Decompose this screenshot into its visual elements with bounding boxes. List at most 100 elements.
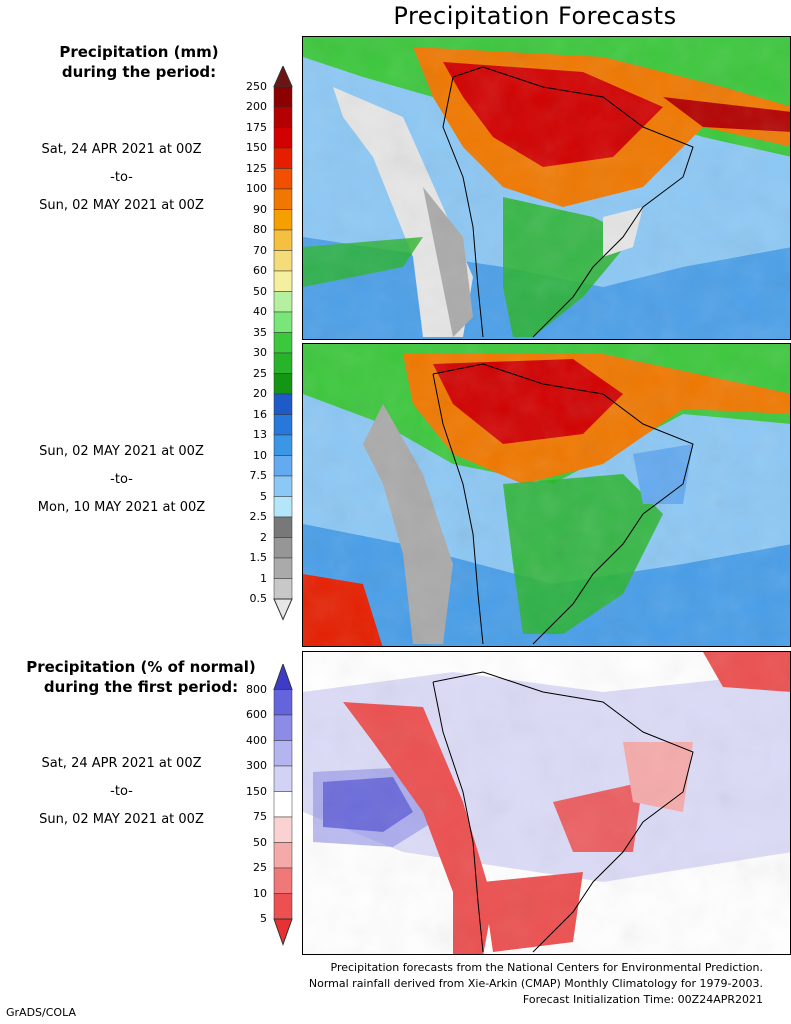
mm-swatch xyxy=(273,291,293,313)
pct-tick-label: 50 xyxy=(253,835,267,849)
panel3-period: Sat, 24 APR 2021 at 00Z -to- Sun, 02 MAY… xyxy=(4,750,239,834)
mm-tick-label: 50 xyxy=(253,284,267,298)
panel2-end: Mon, 10 MAY 2021 at 00Z xyxy=(37,500,206,515)
panel1-heading-line1: Precipitation (mm) xyxy=(59,43,219,61)
precip-map-1 xyxy=(303,37,790,339)
mm-tick-label: 150 xyxy=(246,141,267,154)
pct-swatch xyxy=(273,893,293,920)
mm-tick-label: 175 xyxy=(246,120,267,134)
page-title: Precipitation Forecasts xyxy=(393,2,677,30)
pct-tick-label: 400 xyxy=(246,733,267,747)
mm-swatch xyxy=(273,578,293,600)
pct-tick-label: 5 xyxy=(260,912,267,925)
mm-tick-label: 10 xyxy=(253,448,267,462)
pct-swatch xyxy=(273,714,293,741)
mm-cap-bottom xyxy=(273,598,293,621)
pct-tick-label: 75 xyxy=(253,810,267,823)
mm-swatch xyxy=(273,127,293,149)
mm-swatch xyxy=(273,188,293,210)
mm-swatch xyxy=(273,311,293,333)
mm-swatch xyxy=(273,168,293,190)
pct-swatch xyxy=(273,816,293,843)
panel3-sep: -to- xyxy=(110,784,133,799)
panel2-sep: -to- xyxy=(110,472,133,487)
mm-swatch xyxy=(273,229,293,251)
panel3-end: Sun, 02 MAY 2021 at 00Z xyxy=(39,812,204,827)
mm-swatch xyxy=(273,373,293,395)
mm-swatch xyxy=(273,270,293,292)
panel1-heading-line2: during the period: xyxy=(61,63,217,81)
mm-colorbar xyxy=(273,66,293,621)
mm-swatch xyxy=(273,332,293,354)
mm-tick-label: 70 xyxy=(253,243,267,257)
panel2-start: Sun, 02 MAY 2021 at 00Z xyxy=(39,444,204,459)
pct-tick-label: 600 xyxy=(246,708,267,721)
pct-tick-label: 300 xyxy=(246,759,267,772)
panel3-heading-line2: during the first period: xyxy=(43,678,239,696)
footer-line1: Precipitation forecasts from the Nationa… xyxy=(330,961,764,974)
mm-tick-label: 80 xyxy=(253,223,267,236)
mm-swatch xyxy=(273,393,293,415)
pct-swatch xyxy=(273,765,293,792)
pct-normal-map xyxy=(303,652,790,954)
mm-tick-label: 25 xyxy=(253,366,267,380)
mm-tick-label: 60 xyxy=(253,264,267,277)
mm-swatch xyxy=(273,209,293,231)
precip-map-2 xyxy=(303,344,790,646)
panel3-heading: Precipitation (% of normal) during the f… xyxy=(0,657,282,697)
map-panel-1 xyxy=(302,36,791,340)
pct-swatch xyxy=(273,842,293,869)
mm-swatch xyxy=(273,250,293,272)
mm-tick-label: 16 xyxy=(253,407,267,421)
mm-swatch xyxy=(273,434,293,456)
panel1-heading: Precipitation (mm) during the period: xyxy=(0,42,278,82)
mm-tick-label: 250 xyxy=(246,79,267,93)
footer-notes: Precipitation forecasts from the Nationa… xyxy=(309,960,763,1008)
pct-tick-label: 800 xyxy=(246,682,267,696)
mm-swatch xyxy=(273,455,293,477)
pct-tick-label: 150 xyxy=(246,784,267,798)
pct-swatch xyxy=(273,740,293,767)
mm-tick-label: 1.5 xyxy=(249,551,268,564)
mm-swatch xyxy=(273,86,293,108)
mm-tick-label: 0.5 xyxy=(249,592,268,605)
panel1-start: Sat, 24 APR 2021 at 00Z xyxy=(41,142,202,157)
grads-credit: GrADS/COLA xyxy=(6,1006,76,1019)
pct-tick-label: 25 xyxy=(253,861,267,874)
mm-tick-label: 100 xyxy=(246,182,267,195)
mm-tick-label: 2.5 xyxy=(249,510,268,523)
panel1-end: Sun, 02 MAY 2021 at 00Z xyxy=(39,198,204,213)
mm-tick-label: 5 xyxy=(260,489,267,503)
panel3-start: Sat, 24 APR 2021 at 00Z xyxy=(41,756,202,771)
mm-swatch xyxy=(273,147,293,169)
mm-tick-label: 35 xyxy=(253,325,267,339)
mm-tick-label: 40 xyxy=(253,305,267,318)
map-panel-2 xyxy=(302,343,791,647)
mm-tick-label: 90 xyxy=(253,202,267,216)
footer-line2: Normal rainfall derived from Xie-Arkin (… xyxy=(308,977,763,990)
mm-tick-label: 125 xyxy=(246,161,267,175)
pct-tick-label: 10 xyxy=(253,886,267,900)
mm-swatch xyxy=(273,414,293,436)
mm-swatch xyxy=(273,352,293,374)
mm-swatch xyxy=(273,537,293,559)
mm-swatch xyxy=(273,475,293,497)
panel3-heading-line1: Precipitation (% of normal) xyxy=(26,658,256,676)
mm-cap-top xyxy=(273,66,293,87)
mm-tick-label: 20 xyxy=(253,387,267,400)
mm-tick-label: 13 xyxy=(253,428,267,441)
mm-swatch xyxy=(273,557,293,579)
footer-line3: Forecast Initialization Time: 00Z24APR20… xyxy=(522,993,763,1006)
mm-swatch xyxy=(273,516,293,538)
panel1-period: Sat, 24 APR 2021 at 00Z -to- Sun, 02 MAY… xyxy=(4,136,239,220)
mm-tick-label: 1 xyxy=(260,571,267,585)
mm-tick-label: 7.5 xyxy=(249,469,268,482)
pct-cap-bottom xyxy=(273,918,293,947)
panel1-sep: -to- xyxy=(110,170,133,185)
mm-tick-label: 30 xyxy=(253,346,267,359)
pct-colorbar xyxy=(273,664,293,947)
pct-swatch xyxy=(273,689,293,716)
pct-cap-top xyxy=(273,664,293,690)
pct-swatch xyxy=(273,867,293,894)
mm-tick-label: 200 xyxy=(246,100,267,113)
